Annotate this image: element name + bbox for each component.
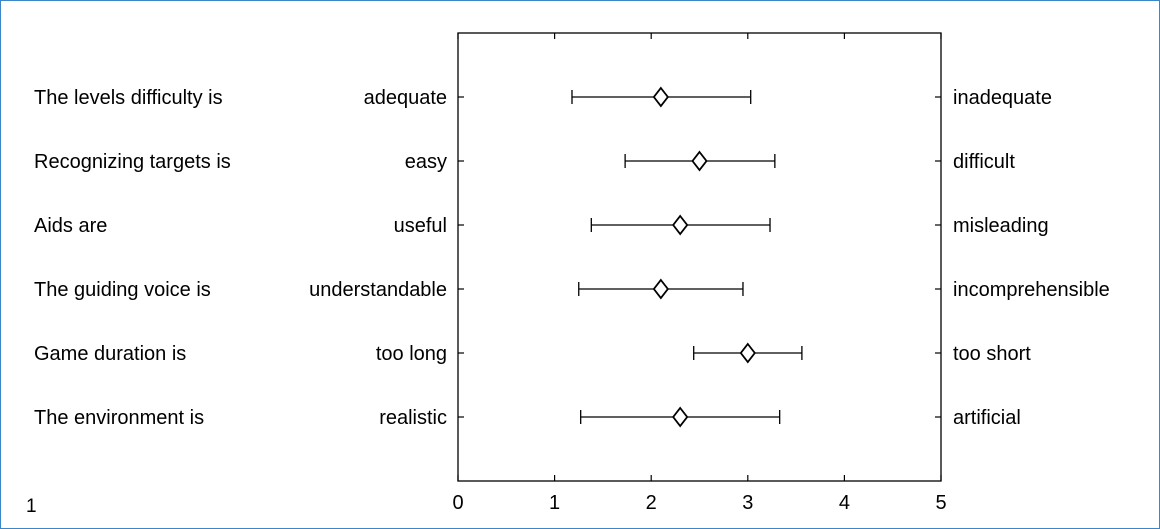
x-tick-label-1: 1 xyxy=(549,492,560,514)
x-tick-label-0: 0 xyxy=(452,492,463,514)
row-4: Game duration is too long too short xyxy=(34,342,1031,365)
right-anchor-label: inadequate xyxy=(953,87,1052,109)
left-anchor-label: realistic xyxy=(379,407,447,429)
left-anchor-label: too long xyxy=(376,343,447,365)
statement-label: Game duration is xyxy=(34,343,186,365)
plot-area xyxy=(457,32,942,482)
row-0: The levels difficulty is adequate inadequa… xyxy=(34,86,1052,109)
row-1: Recognizing targets is easy difficult xyxy=(34,150,1015,173)
row-3: The guiding voice is understandable incomp… xyxy=(34,278,1110,301)
right-anchor-label: incomprehensible xyxy=(953,279,1110,301)
mean-marker xyxy=(739,342,756,364)
x-axis: 0 1 2 3 4 5 xyxy=(452,33,947,514)
mean-marker xyxy=(652,278,670,300)
statement-label: Recognizing targets is xyxy=(34,151,231,173)
right-anchor-label: too short xyxy=(953,343,1031,365)
mean-marker xyxy=(691,150,708,172)
mean-marker xyxy=(672,406,689,428)
x-tick-label-4: 4 xyxy=(839,492,850,514)
x-tick-label-2: 2 xyxy=(646,492,657,514)
statement-label: Aids are xyxy=(34,215,107,237)
figure-number: 1 xyxy=(26,496,37,517)
chart-rows: The levels difficulty is adequate inadequa… xyxy=(34,86,1110,429)
right-anchor-label: difficult xyxy=(953,151,1015,173)
statement-label: The environment is xyxy=(34,407,204,429)
left-anchor-label: useful xyxy=(394,215,447,237)
mean-marker xyxy=(672,214,689,236)
right-anchor-label: artificial xyxy=(953,407,1021,429)
row-2: Aids are useful misleading xyxy=(34,214,1049,237)
right-anchor-label: misleading xyxy=(953,215,1049,237)
statement-label: The guiding voice is xyxy=(34,279,211,301)
row-5: The environment is realistic artificial xyxy=(34,406,1021,429)
left-anchor-label: adequate xyxy=(364,87,447,109)
x-tick-label-5: 5 xyxy=(935,492,946,514)
statement-label: The levels difficulty is xyxy=(34,87,223,109)
x-tick-label-3: 3 xyxy=(742,492,753,514)
left-anchor-label: understandable xyxy=(309,279,447,301)
left-anchor-label: easy xyxy=(405,151,447,173)
mean-marker xyxy=(652,86,670,108)
